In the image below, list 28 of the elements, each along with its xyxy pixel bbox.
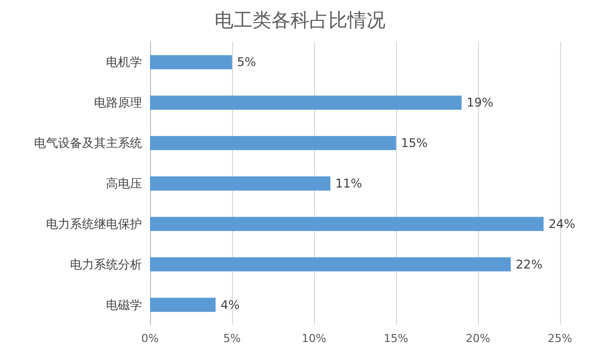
chart-title: 电工类各科占比情况 [214, 10, 386, 32]
data-label: 19% [466, 96, 494, 110]
bar [150, 176, 330, 191]
y-tick-label: 电力系统分析 [70, 257, 142, 272]
bar [150, 216, 544, 232]
data-label: 22% [516, 257, 542, 272]
x-tick-label: 20% [466, 332, 490, 345]
y-tick-label: 电气设备及其主系统 [34, 136, 142, 150]
x-tick-label: 5% [223, 332, 241, 345]
data-label: 5% [237, 55, 256, 70]
data-label: 11% [335, 176, 362, 190]
x-tick-label: 15% [384, 332, 408, 345]
bar [150, 55, 232, 70]
bar [150, 136, 396, 150]
bar [150, 96, 462, 110]
data-label: 15% [401, 136, 428, 150]
data-label: 4% [220, 298, 240, 312]
y-tick-label: 电力系统继电保护 [46, 216, 142, 231]
y-tick-label: 电路原理 [94, 96, 142, 110]
y-tick-label: 电磁学 [106, 298, 142, 312]
x-tick-label: 25% [548, 332, 572, 345]
x-tick-label: 0% [141, 332, 159, 345]
x-tick-label: 10% [302, 332, 326, 345]
bar [150, 298, 216, 312]
y-tick-label: 电机学 [106, 55, 142, 70]
data-label: 24% [548, 216, 576, 231]
bar [150, 257, 511, 272]
y-tick-label: 高电压 [106, 176, 142, 190]
